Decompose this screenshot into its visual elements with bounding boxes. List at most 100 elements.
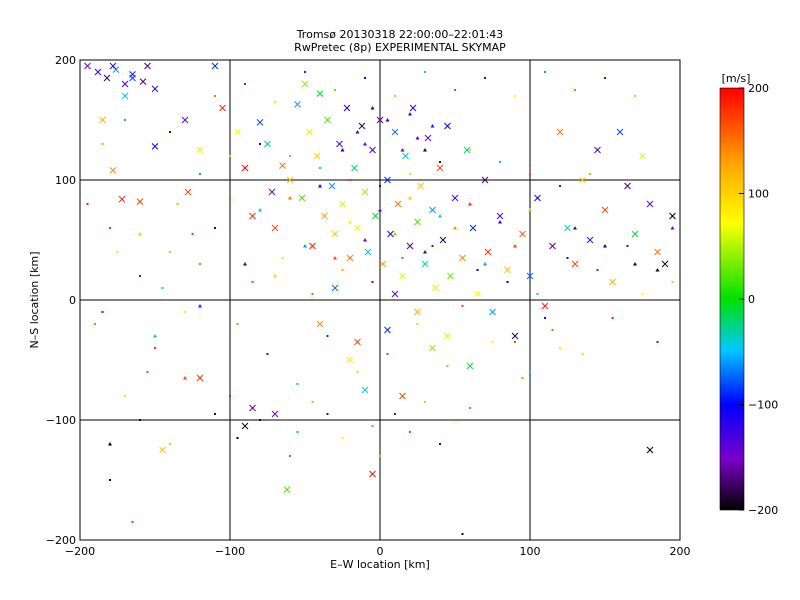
data-point bbox=[603, 244, 607, 248]
data-point bbox=[534, 194, 541, 202]
data-point bbox=[196, 146, 204, 154]
colorbar-tick-label: −200 bbox=[748, 504, 778, 517]
data-point bbox=[370, 106, 375, 110]
data-point bbox=[408, 196, 412, 200]
data-point bbox=[514, 95, 516, 97]
data-point bbox=[529, 173, 531, 175]
data-point bbox=[331, 230, 339, 238]
data-point bbox=[439, 443, 441, 445]
data-point bbox=[564, 224, 571, 232]
data-point bbox=[528, 208, 532, 212]
data-point bbox=[361, 386, 369, 394]
data-point bbox=[541, 302, 549, 310]
data-point bbox=[611, 317, 614, 319]
data-point bbox=[581, 353, 584, 355]
data-point bbox=[496, 212, 504, 220]
data-point bbox=[481, 176, 489, 184]
data-point bbox=[379, 185, 381, 187]
data-point bbox=[258, 208, 262, 212]
data-point bbox=[549, 242, 556, 250]
data-point bbox=[399, 272, 406, 280]
data-point bbox=[234, 128, 241, 136]
data-point bbox=[139, 78, 147, 85]
data-point bbox=[296, 431, 299, 433]
data-point bbox=[633, 262, 637, 266]
data-point bbox=[336, 140, 343, 148]
data-point bbox=[289, 155, 291, 157]
data-point bbox=[414, 308, 421, 316]
data-point bbox=[394, 413, 396, 415]
colorbar-tick-label: 200 bbox=[748, 82, 769, 95]
grid-lines bbox=[80, 60, 680, 540]
data-point bbox=[259, 143, 261, 145]
data-point bbox=[249, 212, 256, 220]
data-point bbox=[384, 326, 391, 334]
data-point bbox=[454, 89, 456, 91]
data-point bbox=[671, 281, 674, 283]
data-point bbox=[139, 275, 141, 277]
data-point bbox=[229, 155, 231, 157]
data-point bbox=[596, 269, 599, 271]
data-point bbox=[84, 62, 91, 70]
data-point bbox=[634, 95, 636, 97]
data-point bbox=[306, 128, 313, 136]
data-point bbox=[447, 272, 454, 280]
data-point bbox=[511, 332, 519, 340]
y-axis-label: N–S location [km] bbox=[28, 251, 41, 348]
data-point bbox=[326, 413, 329, 415]
data-point bbox=[211, 62, 219, 70]
data-point bbox=[351, 164, 358, 172]
data-point bbox=[430, 124, 435, 128]
data-point bbox=[571, 260, 579, 268]
data-point bbox=[631, 230, 639, 238]
data-point bbox=[198, 304, 202, 308]
data-point bbox=[151, 143, 159, 150]
data-point bbox=[391, 128, 399, 136]
chart-subtitle: RwPretec (8p) EXPERIMENTAL SKYMAP bbox=[294, 41, 506, 54]
data-point bbox=[251, 281, 254, 283]
data-point bbox=[271, 224, 279, 232]
data-point bbox=[559, 185, 561, 187]
data-point bbox=[146, 371, 149, 373]
data-point bbox=[316, 90, 324, 97]
data-point bbox=[334, 89, 336, 91]
data-point bbox=[271, 410, 279, 418]
data-point bbox=[498, 220, 502, 224]
data-point bbox=[281, 257, 284, 259]
data-point bbox=[544, 317, 546, 319]
y-tick-label: 0 bbox=[69, 294, 76, 307]
data-point bbox=[341, 437, 344, 439]
data-point bbox=[432, 284, 439, 292]
data-point bbox=[184, 188, 192, 196]
data-point bbox=[361, 188, 369, 196]
data-point bbox=[273, 274, 277, 278]
data-point bbox=[169, 443, 171, 445]
colorbar-ticks: −200 −100 0 100 200 bbox=[739, 82, 778, 517]
data-point bbox=[372, 212, 379, 220]
chart-title: Tromsø 20130318 22:00:00–22:01:43 bbox=[296, 28, 504, 41]
data-point bbox=[519, 230, 526, 238]
data-point bbox=[444, 332, 451, 340]
data-point bbox=[409, 104, 417, 112]
data-point bbox=[624, 182, 631, 190]
data-point bbox=[333, 256, 337, 260]
data-point bbox=[358, 122, 366, 130]
data-point bbox=[176, 203, 179, 205]
data-point bbox=[298, 194, 306, 202]
data-point bbox=[301, 80, 309, 88]
data-point bbox=[243, 262, 247, 266]
data-point bbox=[364, 77, 366, 79]
data-point bbox=[343, 104, 351, 112]
data-point bbox=[438, 214, 442, 218]
data-point bbox=[371, 425, 374, 427]
data-point bbox=[229, 197, 231, 199]
data-point bbox=[544, 71, 546, 73]
data-point bbox=[616, 128, 624, 136]
data-point bbox=[121, 80, 129, 88]
colorbar-label: [m/s] bbox=[722, 72, 751, 85]
data-point bbox=[296, 383, 299, 385]
data-point bbox=[309, 242, 316, 250]
data-point bbox=[124, 395, 126, 397]
data-point bbox=[304, 71, 306, 73]
data-point bbox=[313, 152, 321, 160]
